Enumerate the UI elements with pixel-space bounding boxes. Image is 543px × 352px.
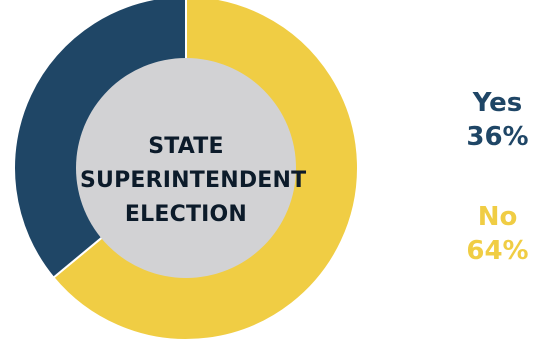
legend-label-yes: Yes [472, 88, 523, 118]
legend-value-no: 64% [466, 236, 529, 266]
title-line-2: SUPERINTENDENT [80, 168, 307, 193]
legend-entry-no: No 64% [452, 200, 543, 268]
chart-title: STATE SUPERINTENDENT ELECTION [80, 130, 307, 232]
title-line-3: ELECTION [124, 202, 248, 227]
legend-value-yes: 36% [466, 122, 529, 152]
title-line-1: STATE [148, 134, 224, 159]
legend-label-no: No [477, 202, 518, 232]
legend-entry-yes: Yes 36% [452, 86, 543, 154]
donut-hole [76, 58, 296, 278]
